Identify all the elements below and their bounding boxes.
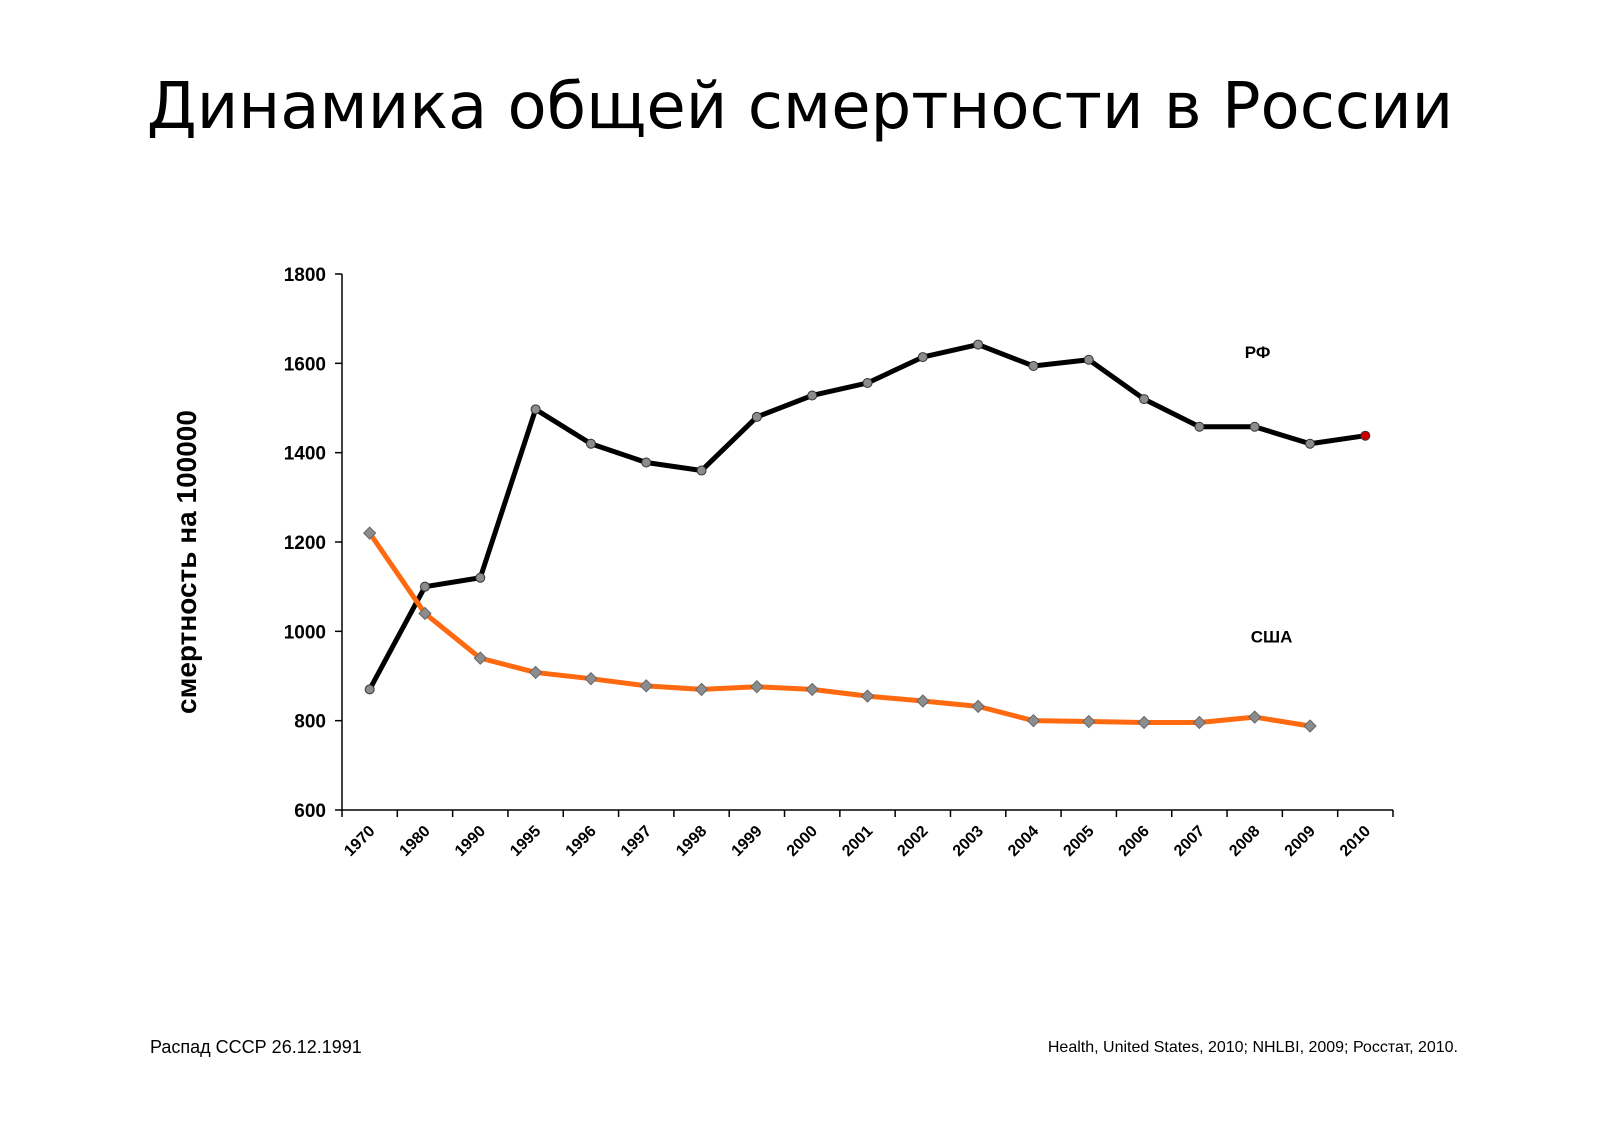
x-tick-label: 2000 <box>784 823 821 860</box>
data-point <box>639 679 653 693</box>
data-point <box>362 526 377 540</box>
data-point <box>973 339 984 350</box>
x-tick-label: 2005 <box>1060 823 1097 860</box>
y-tick-label: 600 <box>294 801 326 822</box>
data-point <box>1082 714 1096 729</box>
x-tick-label: 2008 <box>1226 823 1263 860</box>
chart-labels: 600 800 1000 1200 1400 1600 1800 1970 1980 1990 19… <box>171 265 1374 860</box>
data-point <box>418 606 432 621</box>
y-tick-label: 1400 <box>284 444 326 465</box>
data-point <box>419 581 430 592</box>
data-point <box>1137 715 1151 730</box>
data-point <box>641 457 652 468</box>
data-point <box>1360 430 1371 441</box>
footnote-right: Health, United States, 2010; NHLBI, 2009… <box>1047 1039 1458 1056</box>
data-point <box>860 689 875 703</box>
data-point <box>1026 713 1041 728</box>
data-point <box>862 377 873 388</box>
data-point <box>807 390 818 401</box>
series-line-1 <box>367 531 1311 729</box>
data-point <box>473 651 487 665</box>
x-tick-label: 1997 <box>618 823 655 860</box>
series-label-usa: США <box>1251 628 1293 647</box>
data-point <box>1194 421 1205 432</box>
y-tick-label: 1000 <box>284 622 326 643</box>
data-point <box>917 352 928 363</box>
x-tick-label: 1970 <box>341 823 378 860</box>
footnote-left: Распад СССР 26.12.1991 <box>150 1037 362 1057</box>
x-tick-label: 2009 <box>1282 823 1319 860</box>
y-tick-label: 800 <box>294 712 326 733</box>
x-tick-label: 1995 <box>507 823 544 860</box>
data-point <box>750 680 764 694</box>
data-point <box>696 465 707 476</box>
x-tick-label: 1980 <box>397 823 434 860</box>
data-point <box>1303 719 1317 733</box>
series-line-0 <box>367 342 1366 691</box>
x-tick-label: 2007 <box>1171 823 1208 860</box>
y-tick-label: 1200 <box>284 533 326 554</box>
slide-title: Динамика общей смертности в России <box>146 70 1454 144</box>
data-point <box>528 665 543 680</box>
data-point <box>585 438 596 449</box>
data-point <box>805 682 819 697</box>
x-tick-label: 1990 <box>452 823 489 860</box>
y-axis-title: смертность на 100000 <box>171 410 202 714</box>
x-tick-label: 2006 <box>1116 823 1153 860</box>
data-point <box>475 572 486 583</box>
x-tick-label: 2004 <box>1005 823 1042 860</box>
y-tick-label: 1800 <box>284 265 326 286</box>
x-tick-label: 2002 <box>894 823 931 860</box>
chart-markers <box>362 339 1371 733</box>
data-point <box>584 671 598 686</box>
data-point <box>694 682 709 697</box>
x-tick-label: 2001 <box>839 823 876 860</box>
x-tick-label: 2010 <box>1337 823 1374 860</box>
chart-axes <box>335 273 1394 817</box>
data-point <box>1192 715 1207 730</box>
data-point <box>1248 710 1262 724</box>
x-tick-label: 1996 <box>563 823 600 860</box>
x-tick-label: 2003 <box>950 823 987 860</box>
series-label-rf: РФ <box>1245 343 1271 362</box>
x-tick-label: 1998 <box>673 823 710 860</box>
data-point <box>1305 438 1316 449</box>
chart-series-lines <box>367 342 1366 729</box>
data-point <box>1028 361 1039 372</box>
y-tick-label: 1600 <box>284 354 326 375</box>
data-point <box>971 699 985 714</box>
data-point <box>1249 421 1260 432</box>
data-point <box>1083 354 1094 365</box>
data-point <box>751 411 762 422</box>
x-tick-label: 1999 <box>729 823 766 860</box>
data-point <box>1139 394 1150 405</box>
data-point <box>364 684 375 695</box>
data-point <box>916 694 930 708</box>
data-point <box>530 404 541 415</box>
